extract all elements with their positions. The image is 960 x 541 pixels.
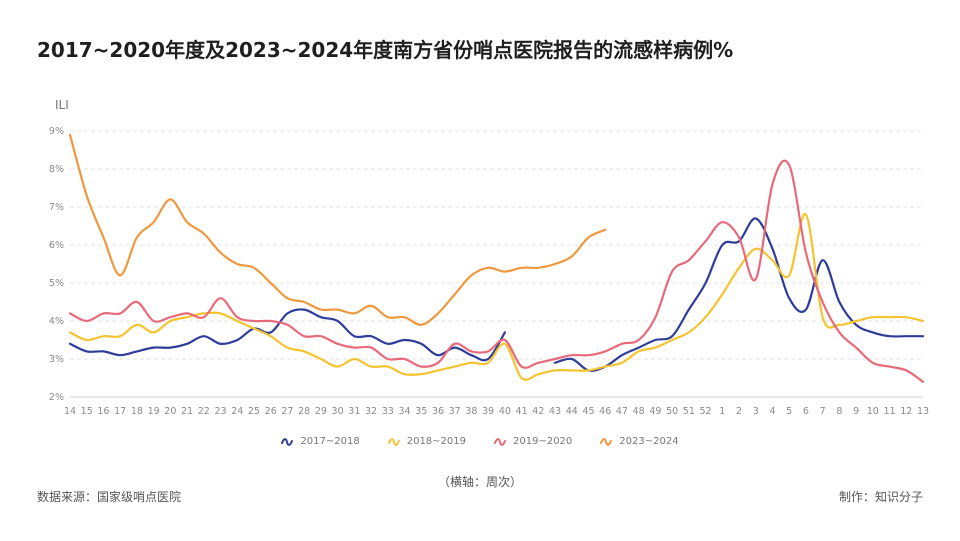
y-tick-label: 3% (49, 354, 64, 365)
x-tick-label: 47 (616, 406, 628, 417)
x-tick-label: 15 (81, 406, 93, 417)
x-tick-label: 28 (298, 406, 310, 417)
series-line-2019~2020 (68, 159, 925, 383)
x-tick-label: 13 (917, 406, 929, 417)
y-axis-ticks: 2% 3% 4% 5% 6% 7% 8% 9% (49, 126, 64, 403)
x-tick-label: 30 (332, 406, 344, 417)
x-tick-label: 2 (736, 406, 742, 417)
x-tick-label: 6 (803, 406, 809, 417)
legend-label: 2018~2019 (406, 436, 466, 447)
x-tick-label: 10 (867, 406, 879, 417)
x-tick-label: 34 (398, 406, 410, 417)
x-tick-label: 19 (148, 406, 160, 417)
series-line-2023~2024 (68, 133, 607, 326)
x-tick-label: 43 (549, 406, 561, 417)
x-tick-label: 40 (499, 406, 511, 417)
y-tick-label: 6% (49, 240, 64, 251)
x-tick-label: 39 (482, 406, 494, 417)
x-tick-label: 32 (365, 406, 377, 417)
x-tick-label: 3 (753, 406, 759, 417)
x-axis-ticks: 14 15 16 17 18 19 20 21 22 23 24 25 26 27 28 29 30 31 32 33… (64, 406, 929, 417)
x-tick-label: 11 (884, 406, 896, 417)
x-tick-label: 50 (666, 406, 678, 417)
y-tick-label: 2% (49, 392, 64, 403)
x-tick-label: 49 (649, 406, 661, 417)
x-tick-label: 16 (97, 406, 109, 417)
series-line-2017~2018 (68, 217, 925, 372)
x-tick-label: 51 (683, 406, 695, 417)
x-tick-label: 7 (820, 406, 826, 417)
series-lines (68, 133, 925, 383)
legend-swatch-icon (281, 437, 294, 446)
x-tick-label: 44 (566, 406, 578, 417)
x-tick-label: 29 (315, 406, 327, 417)
x-tick-label: 8 (836, 406, 842, 417)
x-tick-label: 45 (582, 406, 594, 417)
x-tick-label: 52 (700, 406, 712, 417)
x-axis-label: （横轴：周次） (437, 475, 522, 489)
chart-title: 2017~2020年度及2023~2024年度南方省份哨点医院报告的流感样病例% (37, 38, 734, 62)
x-tick-label: 38 (465, 406, 477, 417)
x-tick-label: 21 (181, 406, 193, 417)
x-tick-label: 20 (164, 406, 176, 417)
y-tick-label: 5% (49, 278, 64, 289)
legend-swatch-icon (494, 437, 506, 446)
x-tick-label: 23 (214, 406, 226, 417)
legend: 2017~2018 2018~2019 2019~2020 2023~2024 (0, 436, 960, 447)
x-tick-label: 26 (265, 406, 277, 417)
x-tick-label: 46 (599, 406, 611, 417)
x-tick-label: 14 (64, 406, 76, 417)
x-tick-label: 12 (900, 406, 912, 417)
x-tick-label: 1 (719, 406, 725, 417)
y-tick-label: 8% (49, 164, 64, 175)
x-tick-label: 4 (769, 406, 775, 417)
x-tick-label: 9 (853, 406, 859, 417)
x-tick-label: 48 (633, 406, 645, 417)
x-tick-label: 36 (432, 406, 444, 417)
x-tick-label: 22 (198, 406, 210, 417)
x-tick-label: 37 (449, 406, 461, 417)
x-tick-label: 41 (516, 406, 528, 417)
legend-item: 2019~2020 (494, 436, 572, 447)
legend-item: 2023~2024 (600, 436, 679, 447)
x-tick-label: 31 (348, 406, 360, 417)
x-tick-label: 18 (131, 406, 143, 417)
x-tick-label: 17 (114, 406, 126, 417)
maker-credit: 制作：知识分子 (838, 490, 923, 504)
legend-label: 2019~2020 (513, 436, 573, 447)
source-note: 数据来源：国家级哨点医院 (37, 490, 182, 504)
legend-label: 2023~2024 (619, 436, 679, 447)
y-tick-label: 7% (49, 202, 64, 213)
x-tick-label: 24 (231, 406, 243, 417)
x-tick-label: 5 (786, 406, 792, 417)
grid-lines (70, 130, 923, 360)
x-tick-label: 27 (281, 406, 293, 417)
legend-swatch-icon (387, 437, 400, 446)
x-tick-label: 35 (415, 406, 427, 417)
y-tick-label: 4% (49, 316, 64, 327)
x-tick-label: 33 (382, 406, 394, 417)
legend-swatch-icon (600, 437, 613, 446)
legend-label: 2017~2018 (300, 436, 360, 447)
legend-item: 2018~2019 (387, 436, 466, 447)
series-line-2018~2019 (68, 213, 925, 381)
y-tick-label: 9% (49, 126, 64, 137)
x-tick-label: 42 (532, 406, 544, 417)
y-axis-label: ILI (55, 98, 69, 112)
legend-item: 2017~2018 (281, 436, 360, 447)
x-tick-label: 25 (248, 406, 260, 417)
